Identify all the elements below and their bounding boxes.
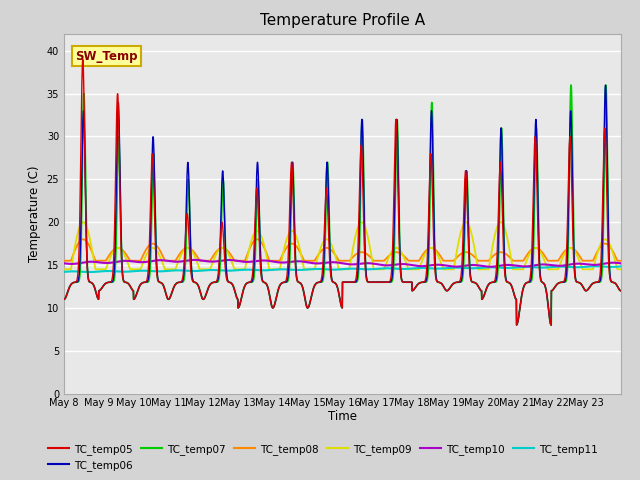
Text: SW_Temp: SW_Temp (75, 50, 138, 63)
Title: Temperature Profile A: Temperature Profile A (260, 13, 425, 28)
X-axis label: Time: Time (328, 410, 357, 423)
Y-axis label: Temperature (C): Temperature (C) (28, 165, 41, 262)
Legend: TC_temp05, TC_temp06, TC_temp07, TC_temp08, TC_temp09, TC_temp10, TC_temp11: TC_temp05, TC_temp06, TC_temp07, TC_temp… (44, 439, 602, 475)
